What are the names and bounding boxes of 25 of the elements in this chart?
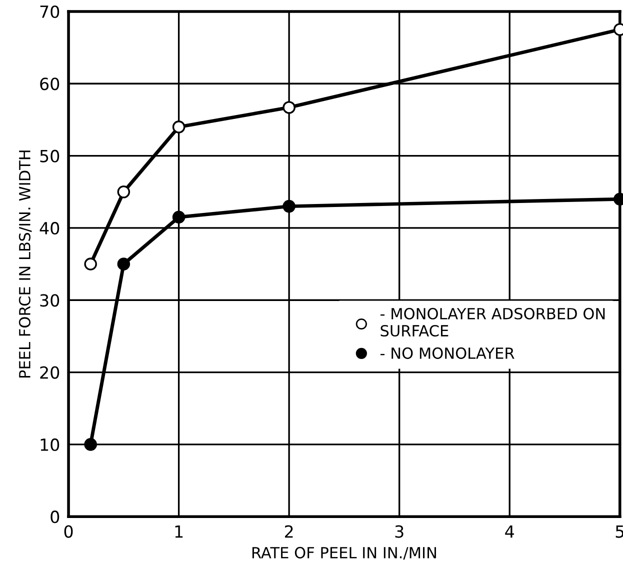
y-tick-label: 20 (40, 366, 60, 379)
legend-label: - MONOLAYER ADSORBED ON SURFACE (380, 308, 605, 337)
x-tick-label: 1 (175, 525, 183, 538)
point (282, 101, 296, 114)
y-tick-label: 50 (40, 150, 60, 162)
y-tick-label: 30 (40, 294, 60, 307)
y-tick-label: 0 (50, 510, 60, 524)
point (117, 185, 130, 198)
point (117, 258, 130, 270)
x-tick-label: 4 (505, 525, 514, 538)
point (172, 210, 186, 224)
y-tick-label: 60 (40, 78, 60, 90)
y-tick-label: 70 (40, 5, 60, 18)
y-axis-title: PEEL FORCE IN LBS/IN. WIDTH (18, 150, 32, 378)
x-tick-label: 3 (395, 525, 404, 538)
legend-label: - NO MONOLAYER (380, 347, 514, 359)
x-tick-label: 0 (64, 525, 73, 538)
point (172, 120, 186, 134)
point (84, 258, 97, 270)
point (84, 438, 97, 451)
x-axis-title: RATE OF PEEL IN IN./MIN (252, 546, 436, 560)
y-tick-label: 10 (40, 438, 60, 452)
x-tick-label: 2 (284, 525, 293, 538)
y-tick-label: 40 (40, 222, 60, 235)
point (282, 200, 296, 213)
